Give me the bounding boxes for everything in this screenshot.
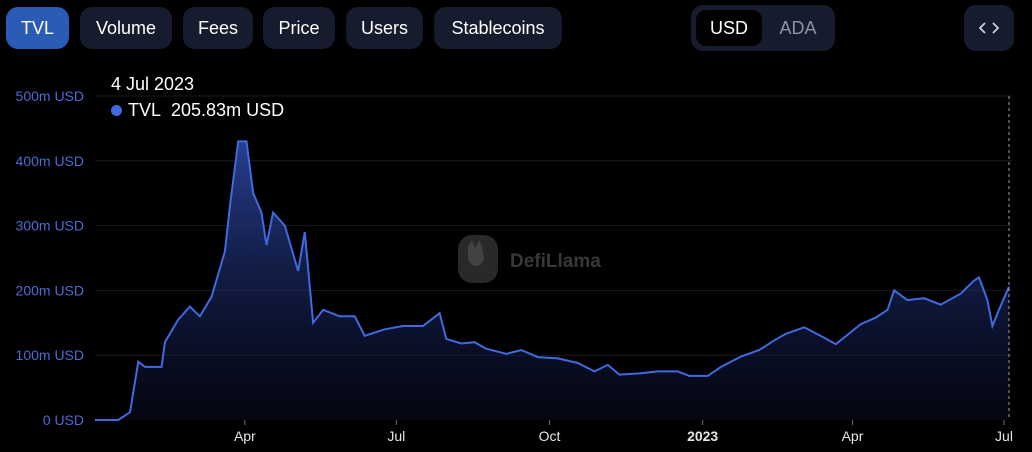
tooltip-date: 4 Jul 2023 bbox=[111, 74, 195, 94]
y-tick-label: 0 USD bbox=[43, 412, 84, 428]
currency-usd-button[interactable]: USD bbox=[696, 10, 762, 46]
y-tick-label: 300m USD bbox=[16, 218, 84, 234]
llama-logo-icon bbox=[458, 235, 498, 283]
x-tick-label: Jul bbox=[995, 428, 1013, 444]
tab-fees[interactable]: Fees bbox=[183, 7, 253, 49]
x-tick-label: Apr bbox=[842, 428, 864, 444]
x-tick-label: Apr bbox=[234, 428, 256, 444]
y-tick-label: 400m USD bbox=[16, 153, 84, 169]
currency-ada-button[interactable]: ADA bbox=[779, 17, 817, 38]
tab-tvl[interactable]: TVL bbox=[6, 7, 69, 49]
tab-stablecoins[interactable]: Stablecoins bbox=[434, 7, 562, 49]
tooltip-series-value: 205.83m USD bbox=[171, 100, 285, 120]
series-color-dot bbox=[111, 105, 122, 116]
chart-toolbar: TVL Volume Fees Price Users Stablecoins … bbox=[0, 0, 1032, 56]
y-tick-label: 500m USD bbox=[16, 88, 84, 104]
tab-price[interactable]: Price bbox=[263, 7, 335, 49]
watermark: DefiLlama bbox=[458, 235, 601, 283]
tab-users[interactable]: Users bbox=[346, 7, 423, 49]
x-tick-label: 2023 bbox=[687, 428, 718, 444]
currency-toggle: USD ADA bbox=[691, 5, 835, 51]
y-axis: 0 USD 100m USD 200m USD 300m USD 400m USD 500… bbox=[16, 88, 84, 428]
watermark-text: DefiLlama bbox=[510, 251, 601, 272]
tab-volume[interactable]: Volume bbox=[80, 7, 172, 49]
embed-code-button[interactable] bbox=[964, 5, 1014, 51]
tooltip-series-name: TVL bbox=[128, 100, 162, 120]
x-tick-label: Jul bbox=[387, 428, 405, 444]
tvl-series-line bbox=[95, 140, 1010, 421]
x-tick-label: Oct bbox=[539, 428, 561, 444]
y-tick-label: 100m USD bbox=[16, 347, 84, 363]
code-brackets-icon bbox=[978, 22, 1000, 34]
tvl-area-fill bbox=[95, 141, 1009, 420]
x-axis: Apr Jul Oct 2023 Apr Jul bbox=[234, 420, 1013, 444]
y-tick-label: 200m USD bbox=[16, 282, 84, 298]
tooltip-series-row: TVL 205.83m USD bbox=[111, 100, 284, 121]
